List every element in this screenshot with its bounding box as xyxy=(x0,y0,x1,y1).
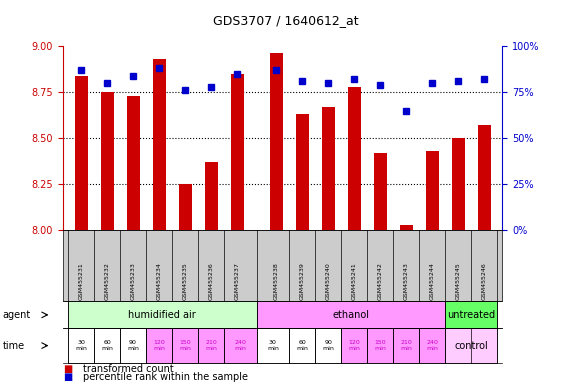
Text: 90
min: 90 min xyxy=(127,340,139,351)
Text: GSM455245: GSM455245 xyxy=(456,262,461,300)
Text: GSM455237: GSM455237 xyxy=(235,262,240,300)
Bar xyxy=(321,107,335,230)
Text: percentile rank within the sample: percentile rank within the sample xyxy=(83,372,248,382)
Text: GSM455246: GSM455246 xyxy=(482,262,486,300)
Bar xyxy=(373,153,387,230)
Bar xyxy=(426,151,439,230)
Text: untreated: untreated xyxy=(447,310,495,320)
Bar xyxy=(127,96,139,230)
Bar xyxy=(204,162,218,230)
Text: 120
min: 120 min xyxy=(348,340,360,351)
Bar xyxy=(100,92,114,230)
Text: 120
min: 120 min xyxy=(153,340,165,351)
Text: transformed count: transformed count xyxy=(83,364,174,374)
Text: GSM455238: GSM455238 xyxy=(274,262,279,300)
Text: 150
min: 150 min xyxy=(374,340,386,351)
Text: GSM455243: GSM455243 xyxy=(404,262,409,300)
Bar xyxy=(270,53,283,230)
Text: 60
min: 60 min xyxy=(101,340,113,351)
Text: control: control xyxy=(455,341,488,351)
Text: GSM455241: GSM455241 xyxy=(352,262,357,300)
Bar xyxy=(75,76,87,230)
Bar xyxy=(348,87,361,230)
Text: 240
min: 240 min xyxy=(235,340,246,351)
Text: GSM455235: GSM455235 xyxy=(183,262,188,300)
Text: agent: agent xyxy=(3,310,31,320)
Text: GSM455231: GSM455231 xyxy=(79,262,83,300)
Bar xyxy=(152,59,166,230)
Text: 90
min: 90 min xyxy=(322,340,334,351)
Text: time: time xyxy=(3,341,25,351)
Text: GSM455236: GSM455236 xyxy=(208,262,214,300)
Text: GSM455234: GSM455234 xyxy=(156,262,162,300)
Text: GDS3707 / 1640612_at: GDS3707 / 1640612_at xyxy=(212,14,359,27)
Text: 240
min: 240 min xyxy=(427,340,438,351)
Text: 150
min: 150 min xyxy=(179,340,191,351)
Text: GSM455239: GSM455239 xyxy=(300,262,305,300)
Text: 210
min: 210 min xyxy=(400,340,412,351)
Text: GSM455242: GSM455242 xyxy=(377,262,383,300)
Bar xyxy=(231,74,244,230)
Bar xyxy=(179,184,192,230)
Text: 210
min: 210 min xyxy=(205,340,217,351)
Text: ■: ■ xyxy=(63,372,72,382)
Bar xyxy=(478,125,490,230)
Text: GSM455232: GSM455232 xyxy=(104,262,110,300)
Text: 30
min: 30 min xyxy=(75,340,87,351)
Bar xyxy=(452,138,465,230)
Text: 30
min: 30 min xyxy=(267,340,279,351)
Bar xyxy=(296,114,309,230)
Text: 60
min: 60 min xyxy=(296,340,308,351)
Text: ■: ■ xyxy=(63,364,72,374)
Bar xyxy=(400,225,413,230)
Text: ethanol: ethanol xyxy=(332,310,369,320)
Text: humidified air: humidified air xyxy=(128,310,196,320)
Text: GSM455233: GSM455233 xyxy=(131,262,135,300)
Text: GSM455244: GSM455244 xyxy=(430,262,435,300)
Text: GSM455240: GSM455240 xyxy=(325,262,331,300)
